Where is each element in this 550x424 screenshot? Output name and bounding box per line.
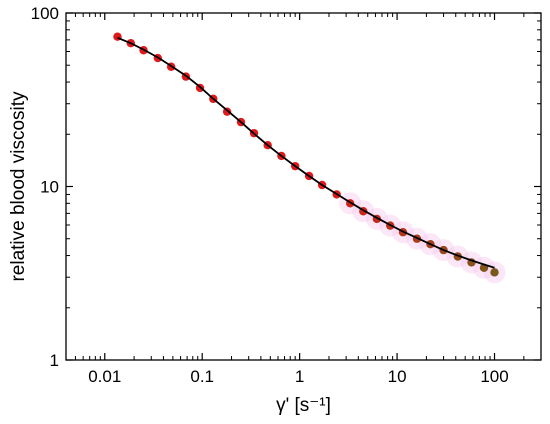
y-axis-label: relative blood viscosity (8, 91, 29, 282)
x-axis-label: γ' [s⁻¹] (276, 395, 331, 416)
y-tick-label: 10 (40, 178, 59, 197)
plot-data-layer (113, 32, 506, 284)
ticks-layer: 0.01 0.1 1 10 100 1 10 100 (31, 4, 541, 386)
x-tick-label: 10 (388, 367, 407, 386)
plot-frame (65, 12, 542, 361)
x-tick-label: 1 (295, 367, 304, 386)
fit-line (117, 36, 495, 269)
y-tick-label: 1 (50, 351, 59, 370)
x-tick-label: 0.1 (190, 367, 214, 386)
data-point (490, 268, 499, 277)
x-tick-label: 0.01 (88, 367, 121, 386)
x-tick-label: 100 (480, 367, 508, 386)
y-tick-label: 100 (31, 4, 59, 23)
